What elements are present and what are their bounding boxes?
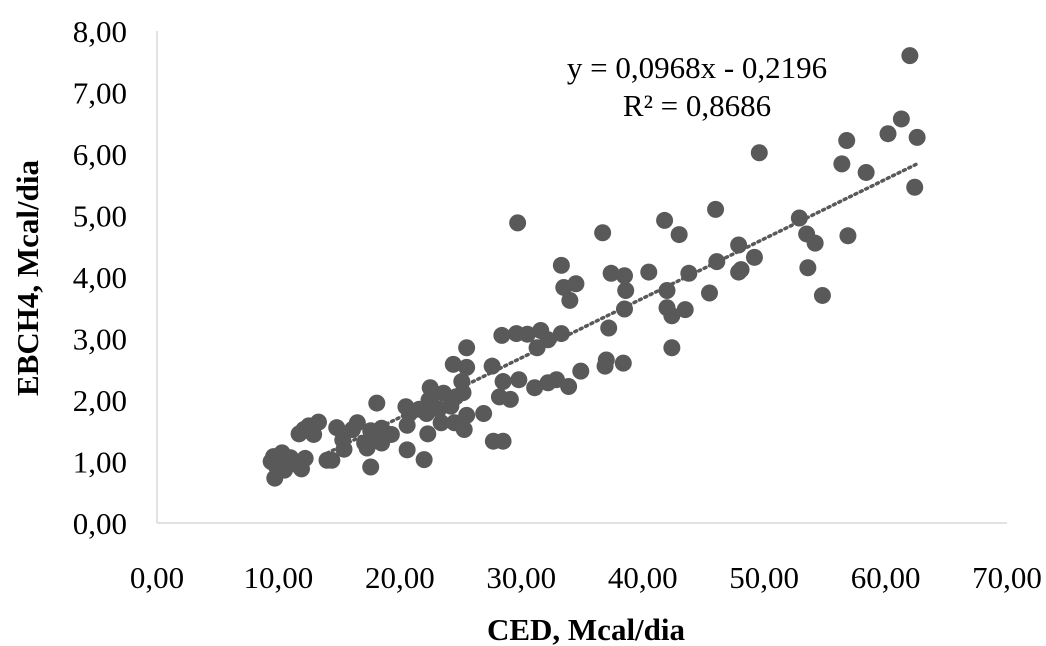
data-point	[290, 425, 308, 443]
y-tick-label: 0,00	[73, 506, 127, 541]
trendline	[325, 162, 918, 455]
data-point	[663, 339, 681, 357]
x-tick-label: 50,00	[729, 560, 799, 595]
data-point	[552, 256, 570, 274]
data-point	[510, 371, 528, 389]
trendline-equation: y = 0,0968x - 0,2196	[567, 50, 827, 85]
x-tick-label: 30,00	[486, 560, 556, 595]
y-tick-label: 3,00	[73, 322, 127, 357]
data-point	[901, 47, 919, 65]
data-point	[813, 286, 831, 304]
data-point	[490, 388, 508, 406]
data-point	[838, 131, 856, 149]
data-point	[432, 414, 450, 432]
data-point	[455, 421, 473, 439]
data-point	[572, 362, 590, 380]
x-tick-labels: 0,00 10,00 20,00 30,00 40,00 50,00 60,00 70,00	[130, 560, 1042, 595]
data-point	[398, 416, 416, 434]
data-point	[701, 284, 718, 302]
axes	[156, 31, 1007, 524]
x-tick-label: 40,00	[608, 560, 678, 595]
data-point	[617, 282, 635, 300]
data-point	[806, 234, 824, 252]
data-point	[494, 373, 512, 391]
data-point	[444, 355, 462, 373]
data-point	[663, 307, 681, 325]
data-points	[262, 47, 926, 487]
data-point	[676, 301, 694, 319]
data-point	[857, 163, 875, 181]
data-point	[908, 128, 926, 146]
data-point	[362, 458, 380, 476]
data-point	[267, 457, 285, 475]
data-point	[750, 144, 768, 162]
data-point	[518, 325, 536, 343]
data-point	[839, 227, 857, 245]
data-point	[539, 374, 557, 392]
x-tick-label: 10,00	[244, 560, 314, 595]
x-tick-label: 0,00	[130, 560, 184, 595]
data-point	[745, 248, 763, 266]
trendline-r-squared: R² = 0,8686	[623, 88, 771, 123]
data-point	[532, 322, 550, 340]
data-point	[397, 398, 415, 416]
x-tick-label: 70,00	[972, 560, 1042, 595]
data-point	[594, 224, 612, 242]
y-tick-label: 4,00	[73, 260, 127, 295]
data-point	[323, 451, 341, 469]
data-point	[906, 178, 924, 196]
data-point	[833, 155, 851, 173]
data-point	[616, 267, 633, 285]
data-point	[305, 425, 323, 443]
y-axis-title: EBCH4, Mcal/dia	[10, 160, 45, 396]
data-point	[266, 469, 284, 487]
data-point	[707, 200, 725, 218]
data-point	[561, 291, 579, 309]
data-point	[567, 275, 585, 293]
x-axis-title: CED, Mcal/dia	[487, 612, 686, 646]
data-point	[879, 125, 897, 143]
y-tick-label: 7,00	[73, 76, 127, 111]
data-point	[483, 357, 501, 375]
data-point	[614, 354, 632, 372]
data-point	[493, 326, 511, 344]
data-point	[596, 357, 614, 375]
data-point	[892, 110, 910, 128]
data-point	[600, 319, 618, 337]
y-tick-label: 5,00	[73, 199, 127, 234]
data-point	[658, 282, 676, 300]
data-point	[421, 379, 439, 397]
data-point	[526, 379, 544, 397]
data-point	[670, 226, 688, 244]
data-point	[458, 358, 476, 376]
x-tick-label: 20,00	[365, 560, 435, 595]
y-tick-label: 6,00	[73, 137, 127, 172]
data-point	[419, 425, 437, 443]
data-point	[398, 441, 416, 459]
data-point	[475, 405, 493, 423]
y-tick-label: 1,00	[73, 445, 127, 480]
data-point	[328, 419, 346, 437]
data-point	[656, 211, 674, 229]
data-point	[415, 451, 433, 469]
data-point	[335, 440, 353, 458]
data-point	[509, 214, 527, 232]
data-point	[799, 259, 817, 277]
data-point	[730, 263, 748, 281]
data-point	[458, 339, 476, 357]
y-tick-label: 8,00	[73, 14, 127, 49]
x-tick-label: 60,00	[851, 560, 921, 595]
data-point	[358, 439, 376, 457]
y-tick-label: 2,00	[73, 383, 127, 418]
data-point	[602, 264, 620, 282]
data-point	[368, 394, 386, 412]
data-point	[640, 263, 658, 281]
data-point	[494, 432, 512, 450]
y-tick-labels: 0,00 1,00 2,00 3,00 4,00 5,00 6,00 7,00 8,00	[73, 14, 127, 541]
